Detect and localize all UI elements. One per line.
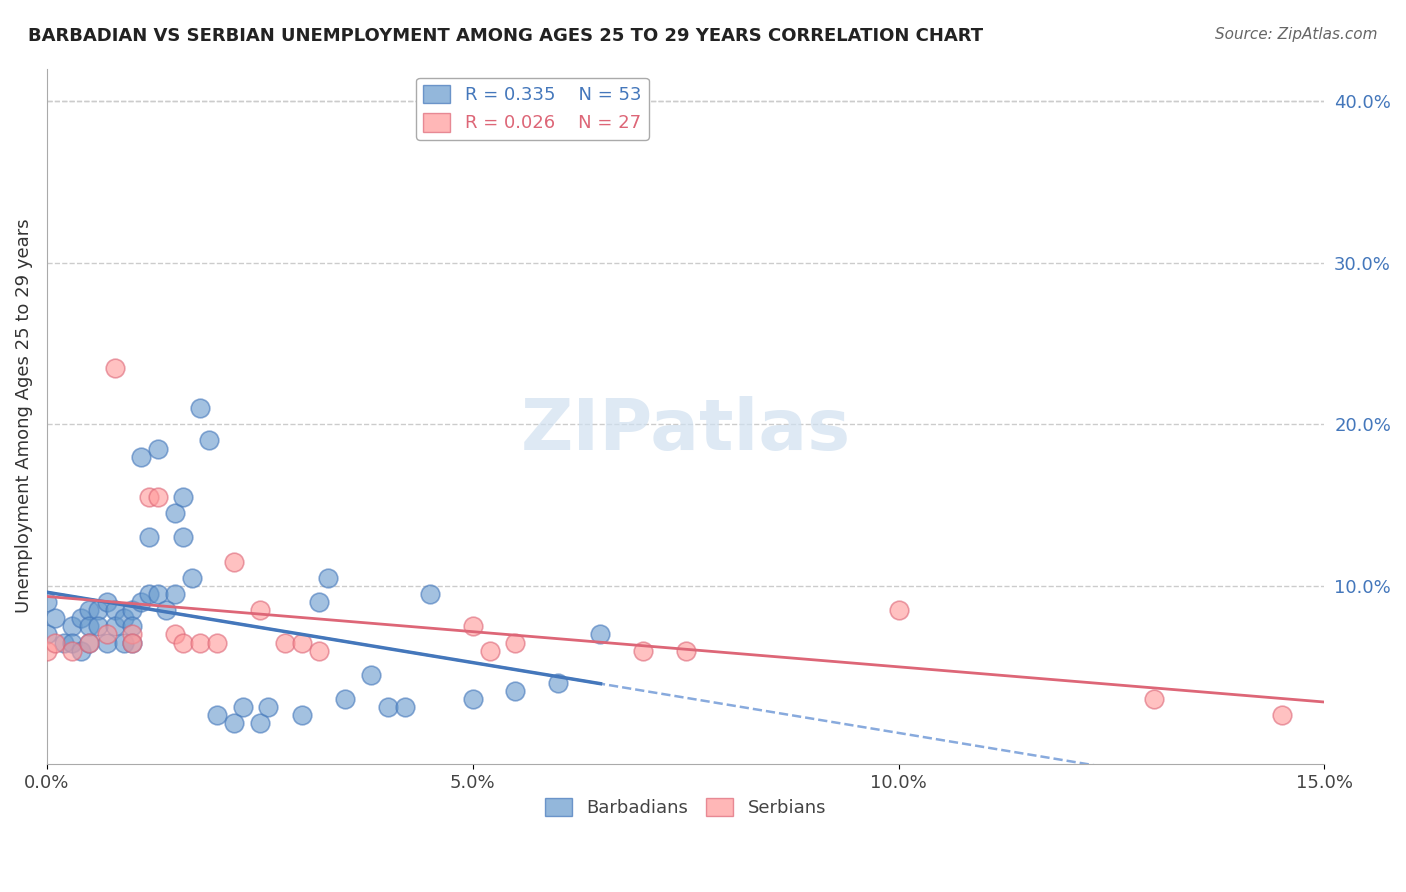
Serbians <box>96 627 118 641</box>
Barbadians <box>138 587 160 601</box>
Barbadians <box>257 700 280 714</box>
Barbadians <box>87 603 110 617</box>
Barbadians <box>146 442 169 456</box>
Barbadians <box>35 627 58 641</box>
Barbadians <box>96 595 118 609</box>
Serbians <box>35 643 58 657</box>
Barbadians <box>121 619 143 633</box>
Barbadians <box>62 619 84 633</box>
Text: Source: ZipAtlas.com: Source: ZipAtlas.com <box>1215 27 1378 42</box>
Barbadians <box>146 587 169 601</box>
Barbadians <box>316 571 339 585</box>
Serbians <box>205 635 228 649</box>
Barbadians <box>138 531 160 545</box>
Serbians <box>478 643 501 657</box>
Barbadians <box>394 700 416 714</box>
Barbadians <box>232 700 254 714</box>
Barbadians <box>35 595 58 609</box>
Barbadians <box>121 603 143 617</box>
Serbians <box>249 603 271 617</box>
Barbadians <box>104 603 127 617</box>
Serbians <box>188 635 211 649</box>
Serbians <box>1271 708 1294 723</box>
Barbadians <box>547 676 569 690</box>
Serbians <box>224 555 246 569</box>
Barbadians <box>172 531 194 545</box>
Barbadians <box>461 692 484 706</box>
Barbadians <box>129 595 152 609</box>
Serbians <box>675 643 697 657</box>
Barbadians <box>121 635 143 649</box>
Barbadians <box>52 635 75 649</box>
Barbadians <box>79 635 101 649</box>
Barbadians <box>377 700 399 714</box>
Serbians <box>163 627 186 641</box>
Barbadians <box>44 611 66 625</box>
Barbadians <box>70 643 93 657</box>
Barbadians <box>104 619 127 633</box>
Barbadians <box>224 716 246 731</box>
Serbians <box>291 635 314 649</box>
Serbians <box>79 635 101 649</box>
Barbadians <box>291 708 314 723</box>
Serbians <box>138 490 160 504</box>
Barbadians <box>180 571 202 585</box>
Barbadians <box>172 490 194 504</box>
Barbadians <box>589 627 612 641</box>
Serbians <box>62 643 84 657</box>
Legend: Barbadians, Serbians: Barbadians, Serbians <box>537 790 834 824</box>
Barbadians <box>249 716 271 731</box>
Serbians <box>505 635 527 649</box>
Barbadians <box>419 587 441 601</box>
Serbians <box>172 635 194 649</box>
Barbadians <box>112 635 135 649</box>
Barbadians <box>70 611 93 625</box>
Barbadians <box>62 635 84 649</box>
Barbadians <box>155 603 177 617</box>
Barbadians <box>205 708 228 723</box>
Text: ZIPatlas: ZIPatlas <box>520 395 851 465</box>
Y-axis label: Unemployment Among Ages 25 to 29 years: Unemployment Among Ages 25 to 29 years <box>15 219 32 614</box>
Serbians <box>146 490 169 504</box>
Serbians <box>461 619 484 633</box>
Barbadians <box>308 595 330 609</box>
Barbadians <box>505 684 527 698</box>
Barbadians <box>197 434 219 448</box>
Barbadians <box>129 450 152 464</box>
Barbadians <box>333 692 356 706</box>
Barbadians <box>360 668 382 682</box>
Serbians <box>121 627 143 641</box>
Barbadians <box>96 635 118 649</box>
Barbadians <box>188 401 211 415</box>
Barbadians <box>87 619 110 633</box>
Barbadians <box>163 587 186 601</box>
Barbadians <box>79 603 101 617</box>
Serbians <box>308 643 330 657</box>
Serbians <box>121 635 143 649</box>
Serbians <box>887 603 910 617</box>
Serbians <box>1143 692 1166 706</box>
Serbians <box>631 643 654 657</box>
Barbadians <box>79 619 101 633</box>
Barbadians <box>163 506 186 520</box>
Barbadians <box>112 611 135 625</box>
Serbians <box>44 635 66 649</box>
Serbians <box>104 360 127 375</box>
Text: BARBADIAN VS SERBIAN UNEMPLOYMENT AMONG AGES 25 TO 29 YEARS CORRELATION CHART: BARBADIAN VS SERBIAN UNEMPLOYMENT AMONG … <box>28 27 983 45</box>
Serbians <box>274 635 297 649</box>
